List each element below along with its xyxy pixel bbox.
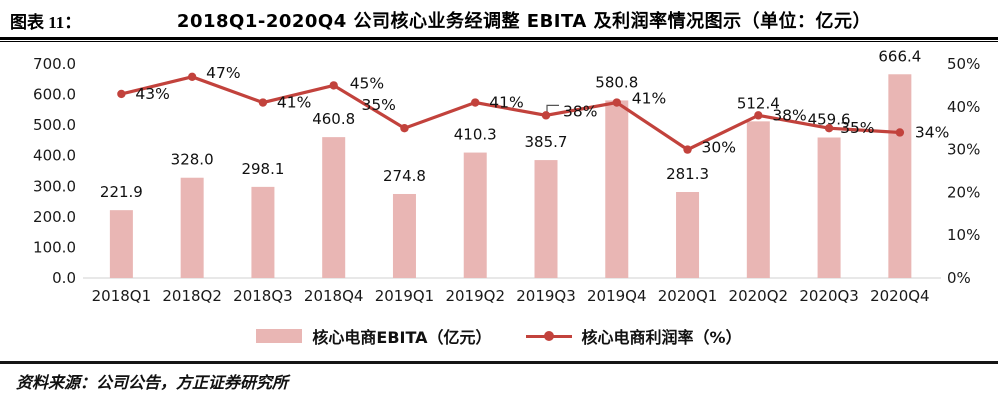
margin-value-label: 38% [772,106,806,124]
y-axis-tick-label: 700.0 [33,55,76,73]
y-axis-tick-label: 400.0 [33,147,76,165]
x-axis-category-label: 2020Q1 [658,287,718,305]
ebita-bar [463,152,487,278]
margin-value-label: 34% [915,123,949,141]
bar-series-swatch [256,329,303,343]
source-note: 资料来源：公司公告，方正证券研究所 [16,375,289,392]
margin-point [612,98,621,107]
ebita-bar [888,74,912,278]
legend-label-margin: 核心电商利润率（%） [581,328,742,347]
bar-value-label: 298.1 [241,160,284,178]
x-axis-category-label: 2019Q2 [445,287,505,305]
x-axis-category-label: 2018Q2 [162,287,222,305]
legend-item-margin: 核心电商利润率（%） [525,324,742,348]
margin-value-label: 45% [350,74,384,92]
bar-value-label: 580.8 [595,73,638,91]
x-axis-category-label: 2019Q4 [587,287,647,305]
x-axis-category-label: 2018Q3 [233,287,293,305]
bar-value-label: 410.3 [454,126,497,144]
ebita-bar [251,186,275,278]
figure-number-label: 图表 11： [10,13,82,32]
x-axis-category-label: 2019Q1 [375,287,435,305]
x-axis-category-label: 2018Q4 [304,287,364,305]
bar-value-label: 512.4 [737,94,780,112]
ebita-bar [109,210,133,278]
label-leader-line [546,104,560,113]
ebita-bar [676,192,700,278]
x-axis-category-label: 2018Q1 [92,287,152,305]
footer-divider-rule [0,361,998,364]
margin-value-label: 41% [632,90,666,108]
bar-value-label: 666.4 [878,47,921,65]
bar-value-label: 281.3 [666,165,709,183]
secondary-axis-tick-label: 30% [947,141,980,159]
margin-point [258,98,268,107]
margin-value-label: 43% [135,85,169,103]
margin-point [329,81,338,90]
line-series-swatch [525,331,572,341]
title-divider-rule [0,37,998,42]
ebita-bar [746,121,770,279]
ebita-bar [180,177,204,278]
combo-chart-canvas: 0.0 100.0 200.0 300.0 400.0 500.0 600.0 700.0 0%… [33,47,980,305]
margin-value-label: 47% [206,64,240,82]
margin-value-label: 30% [702,139,736,157]
bar-value-label: 385.7 [525,133,568,151]
ebita-bar [817,137,841,278]
margin-point [117,89,126,99]
title-divider-thin-line [0,41,998,42]
y-axis-tick-label: 200.0 [33,208,76,226]
margin-point [400,124,409,133]
secondary-axis-tick-label: 20% [947,183,980,201]
bar-value-label: 274.8 [383,167,426,185]
margin-point [754,111,763,120]
y-axis-tick-label: 100.0 [33,238,76,256]
ebita-bar [392,193,416,278]
margin-value-label: 35% [361,96,395,114]
y-axis-tick-label: 500.0 [33,116,76,134]
x-axis-category-label: 2020Q4 [870,287,930,305]
secondary-axis-tick-label: 10% [947,226,980,244]
x-axis-category-label: 2019Q3 [516,287,576,305]
ebita-bar [534,160,558,278]
x-axis-category-label: 2020Q3 [799,287,859,305]
bar-value-label: 328.0 [171,151,214,169]
margin-point [824,124,834,133]
margin-value-label: 38% [563,102,597,120]
margin-point [471,98,480,107]
ebita-bar [605,100,629,278]
figure-title: 2018Q1-2020Q4 公司核心业务经调整 EBITA 及利润率情况图示（单… [176,11,872,32]
margin-value-label: 35% [840,119,874,137]
bar-value-label: 221.9 [100,183,143,201]
y-axis-tick-label: 0.0 [52,269,76,287]
ebita-bar [322,137,346,278]
title-divider-thick-line [0,37,998,40]
bar-value-label: 459.6 [808,110,851,128]
margin-value-label: 41% [489,94,523,112]
margin-line [121,75,900,152]
legend-label-ebita: 核心电商EBITA（亿元） [312,328,492,347]
margin-point [187,72,197,82]
x-axis-category-label: 2020Q2 [729,287,789,305]
secondary-axis-tick-label: 40% [947,98,980,116]
y-axis-tick-label: 300.0 [33,177,76,195]
chart-legend: 核心电商EBITA（亿元） 核心电商利润率（%） [0,324,998,348]
margin-point [895,128,905,137]
bar-value-label: 460.8 [312,110,355,128]
legend-item-ebita: 核心电商EBITA（亿元） [256,324,492,348]
margin-point [541,111,551,120]
margin-point [683,145,692,154]
secondary-axis-tick-label: 0% [947,269,971,287]
y-axis-tick-label: 600.0 [33,86,76,104]
margin-value-label: 41% [277,94,311,112]
line-series-swatch-dot [543,331,554,341]
secondary-axis-tick-label: 50% [947,55,980,73]
